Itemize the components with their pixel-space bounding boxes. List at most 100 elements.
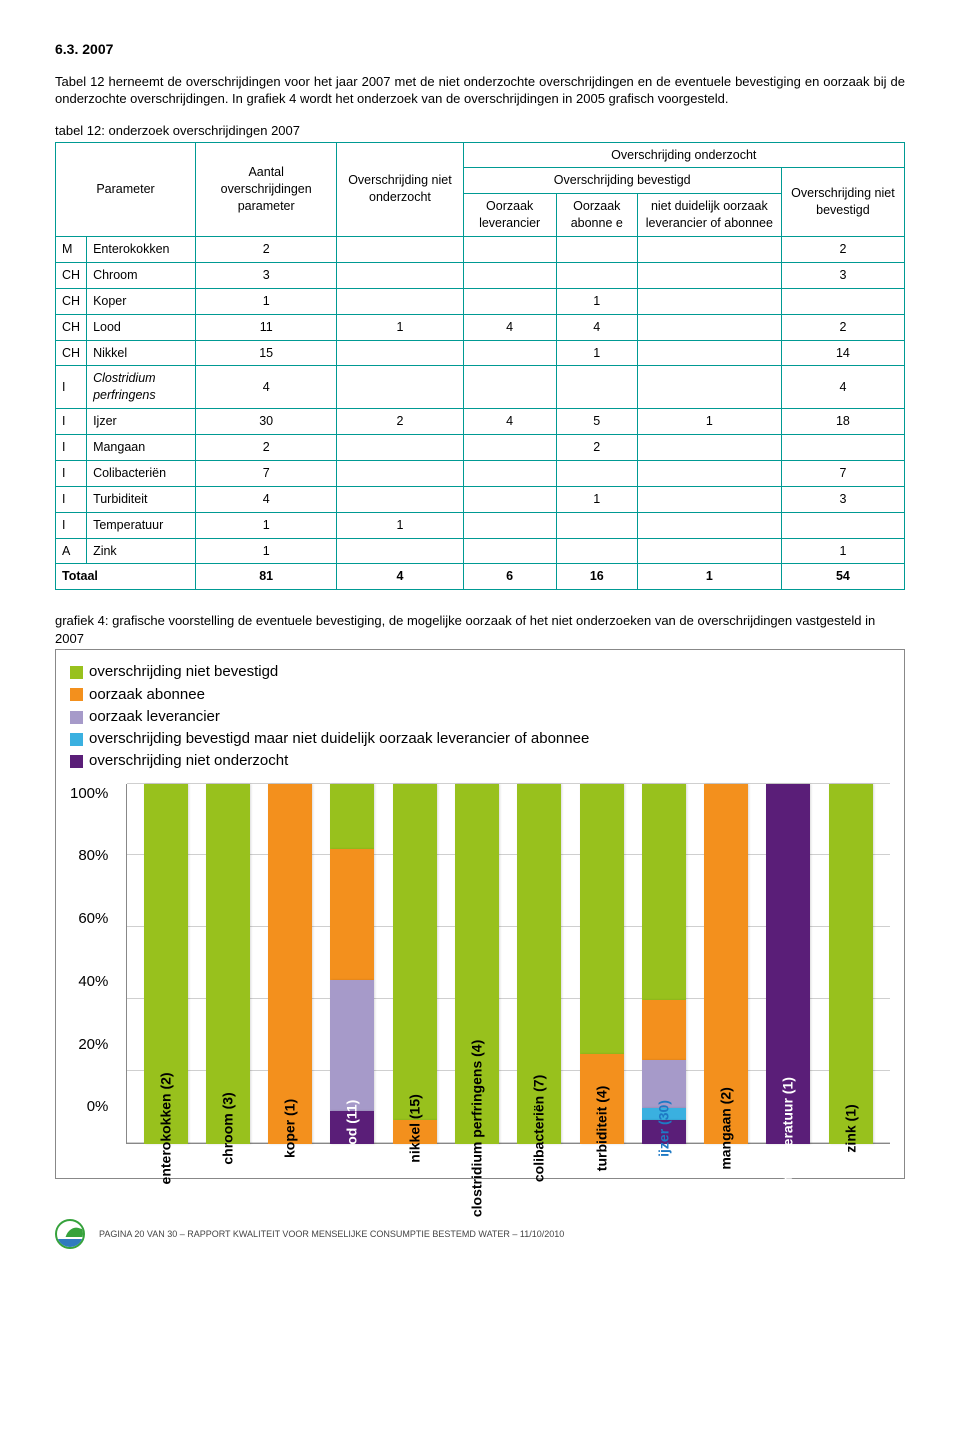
bar: mangaan (2)	[704, 784, 748, 1144]
table-cell	[463, 237, 556, 263]
table-cell: 2	[337, 409, 463, 435]
table-cell: I	[56, 460, 87, 486]
table-row: CHKoper11	[56, 288, 905, 314]
bar-segment	[829, 784, 873, 1144]
table-cell	[781, 435, 904, 461]
bar-label: koper (1)	[281, 1099, 300, 1158]
section-heading: 6.3. 2007	[55, 40, 905, 59]
bar-label: mangaan (2)	[717, 1087, 736, 1169]
table-cell	[337, 237, 463, 263]
table-row: CHLood111442	[56, 314, 905, 340]
th-confirmed-group: Overschrijding bevestigd	[463, 168, 781, 194]
bar-segment	[330, 784, 374, 849]
table-row: IIjzer30245118	[56, 409, 905, 435]
table-cell	[337, 340, 463, 366]
table-cell	[781, 288, 904, 314]
bar-segment	[268, 784, 312, 1144]
bar-segment	[330, 980, 374, 1111]
table-cell	[463, 366, 556, 409]
bar-label: nikkel (15)	[405, 1094, 424, 1162]
table-row: MEnterokokken22	[56, 237, 905, 263]
table-cell: 1	[556, 288, 637, 314]
table-cell: I	[56, 512, 87, 538]
legend-item: overschrijding bevestigd maar niet duide…	[70, 729, 890, 749]
table-cell: Ijzer	[87, 409, 196, 435]
table-cell	[556, 512, 637, 538]
table-cell: Nikkel	[87, 340, 196, 366]
legend-item: overschrijding niet onderzocht	[70, 751, 890, 771]
bar-label: temperatuur (1)	[779, 1077, 798, 1180]
table-cell: Chroom	[87, 262, 196, 288]
table-cell	[463, 262, 556, 288]
table-cell	[337, 366, 463, 409]
table-cell	[337, 288, 463, 314]
bar: enterokokken (2)	[144, 784, 188, 1144]
legend-label: oorzaak leverancier	[89, 707, 220, 727]
table-row: IColibacteriën77	[56, 460, 905, 486]
table-cell	[637, 237, 781, 263]
bar: temperatuur (1)	[766, 784, 810, 1144]
table-cell	[637, 435, 781, 461]
legend-swatch-icon	[70, 733, 83, 746]
table-cell: Turbiditeit	[87, 486, 196, 512]
y-tick-label: 40%	[70, 972, 108, 992]
table-cell: 3	[781, 486, 904, 512]
bar-segment	[580, 784, 624, 1054]
table-cell	[637, 366, 781, 409]
bar-segment	[642, 784, 686, 1000]
table-cell: 2	[781, 314, 904, 340]
table-cell: 2	[196, 435, 337, 461]
table-cell: A	[56, 538, 87, 564]
table-cell: 54	[781, 564, 904, 590]
bar: clostridium perfringens (4)	[455, 784, 499, 1144]
table-cell	[463, 288, 556, 314]
table-cell: 1	[196, 512, 337, 538]
table-cell: 4	[463, 314, 556, 340]
table-cell: 3	[196, 262, 337, 288]
table-cell: 81	[196, 564, 337, 590]
table-cell: 4	[337, 564, 463, 590]
bar-label: ijzer (30)	[654, 1100, 673, 1157]
table-cell: 18	[781, 409, 904, 435]
footer-logo-icon	[55, 1219, 85, 1249]
table-cell	[463, 486, 556, 512]
table-cell	[637, 538, 781, 564]
bar-segment	[206, 784, 250, 1144]
table-cell: 7	[196, 460, 337, 486]
legend-swatch-icon	[70, 688, 83, 701]
bar: colibacteriën (7)	[517, 784, 561, 1144]
table-caption: tabel 12: onderzoek overschrijdingen 200…	[55, 122, 905, 140]
bar: lood (11)	[330, 784, 374, 1144]
y-axis: 100%80%60%40%20%0%	[70, 784, 112, 1138]
table-cell	[463, 435, 556, 461]
table-cell: I	[56, 366, 87, 409]
legend-label: overschrijding niet onderzocht	[89, 751, 288, 771]
table-cell	[637, 486, 781, 512]
th-investigated-group: Overschrijding onderzocht	[463, 142, 904, 168]
bar-segment	[642, 1000, 686, 1060]
table-cell: 7	[781, 460, 904, 486]
table-cell	[337, 262, 463, 288]
table-cell: 3	[781, 262, 904, 288]
table-cell: 11	[196, 314, 337, 340]
table-row: CHNikkel15114	[56, 340, 905, 366]
table-row: IMangaan22	[56, 435, 905, 461]
table-cell	[556, 460, 637, 486]
bar: zink (1)	[829, 784, 873, 1144]
table-cell: 1	[781, 538, 904, 564]
bar-segment	[330, 849, 374, 980]
bar: turbiditeit (4)	[580, 784, 624, 1144]
table-cell	[637, 460, 781, 486]
table-cell: 2	[556, 435, 637, 461]
table-cell	[637, 340, 781, 366]
table-cell	[463, 340, 556, 366]
bars-row: enterokokken (2)chroom (3)koper (1)lood …	[126, 784, 890, 1144]
chart-caption: grafiek 4: grafische voorstelling de eve…	[55, 612, 905, 647]
y-tick-label: 60%	[70, 909, 108, 929]
y-tick-label: 100%	[70, 784, 108, 804]
legend-label: overschrijding bevestigd maar niet duide…	[89, 729, 589, 749]
bar-segment	[393, 784, 437, 1120]
table-cell	[637, 314, 781, 340]
table-cell: 1	[637, 564, 781, 590]
results-table: Parameter Aantal overschrijdingen parame…	[55, 142, 905, 591]
